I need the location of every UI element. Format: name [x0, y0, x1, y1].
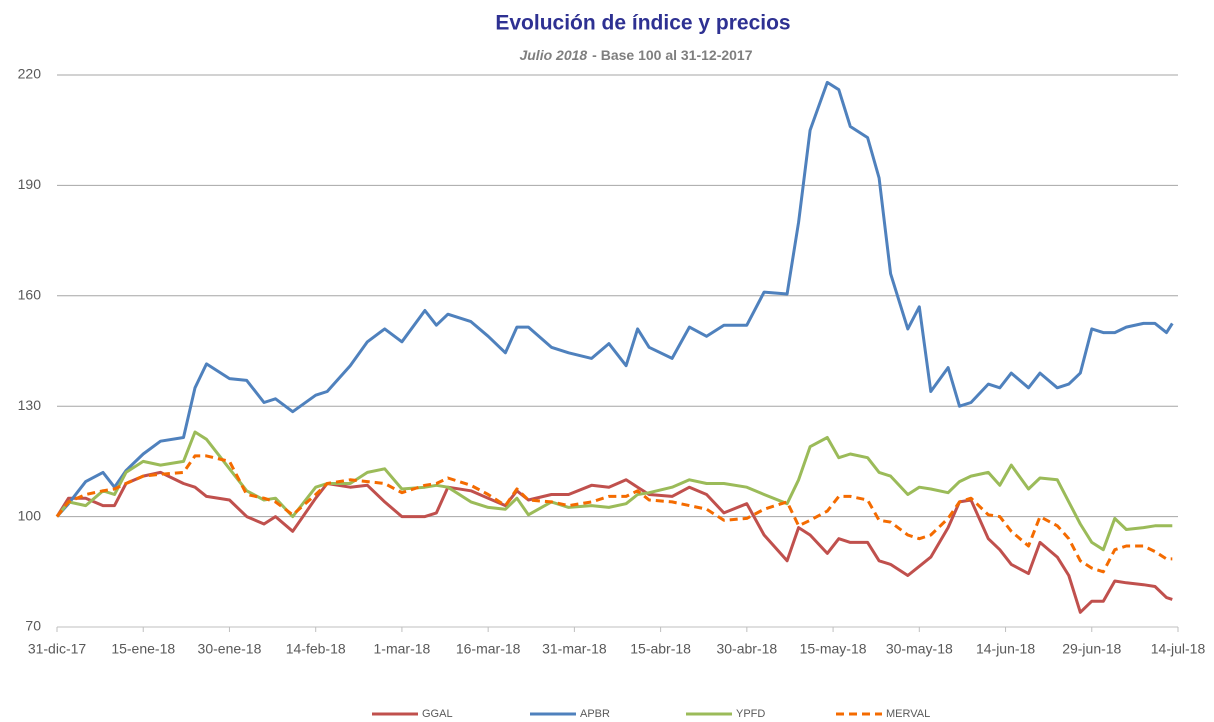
x-tick-label: 31-mar-18 — [542, 641, 607, 657]
y-tick-label: 70 — [25, 618, 41, 634]
series-line — [55, 430, 1173, 552]
series-line — [55, 454, 1173, 574]
y-tick-label: 130 — [18, 397, 42, 413]
chart-subtitle: Julio 2018 - Base 100 al 31-12-2017 — [519, 47, 752, 63]
legend-label: MERVAL — [886, 708, 930, 720]
series-line — [55, 80, 1174, 518]
subtitle-period: Julio 2018 — [519, 47, 587, 63]
legend-label: APBR — [580, 708, 610, 720]
legend-label: YPFD — [736, 708, 765, 720]
x-tick-label: 30-ene-18 — [198, 641, 262, 657]
chart-title: Evolución de índice y precios — [495, 12, 790, 35]
series-line — [55, 470, 1173, 614]
y-tick-label: 220 — [18, 66, 42, 82]
y-tick-label: 160 — [18, 287, 42, 303]
subtitle-text: - Base 100 al 31-12-2017 — [592, 47, 753, 63]
x-tick-label: 30-may-18 — [886, 641, 953, 657]
x-tick-label: 15-ene-18 — [111, 641, 175, 657]
x-tick-label: 14-jul-18 — [1151, 641, 1206, 657]
x-tick-label: 15-may-18 — [800, 641, 867, 657]
x-tick-label: 29-jun-18 — [1062, 641, 1121, 657]
y-tick-label: 190 — [18, 176, 42, 192]
x-tick-label: 16-mar-18 — [456, 641, 521, 657]
x-tick-label: 14-feb-18 — [286, 641, 346, 657]
x-tick-label: 15-abr-18 — [630, 641, 691, 657]
x-tick-label: 1-mar-18 — [374, 641, 431, 657]
y-tick-label: 100 — [18, 507, 42, 523]
x-tick-label: 30-abr-18 — [716, 641, 777, 657]
legend-label: GGAL — [422, 708, 453, 720]
x-tick-label: 14-jun-18 — [976, 641, 1035, 657]
x-tick-label: 31-dic-17 — [28, 641, 87, 657]
